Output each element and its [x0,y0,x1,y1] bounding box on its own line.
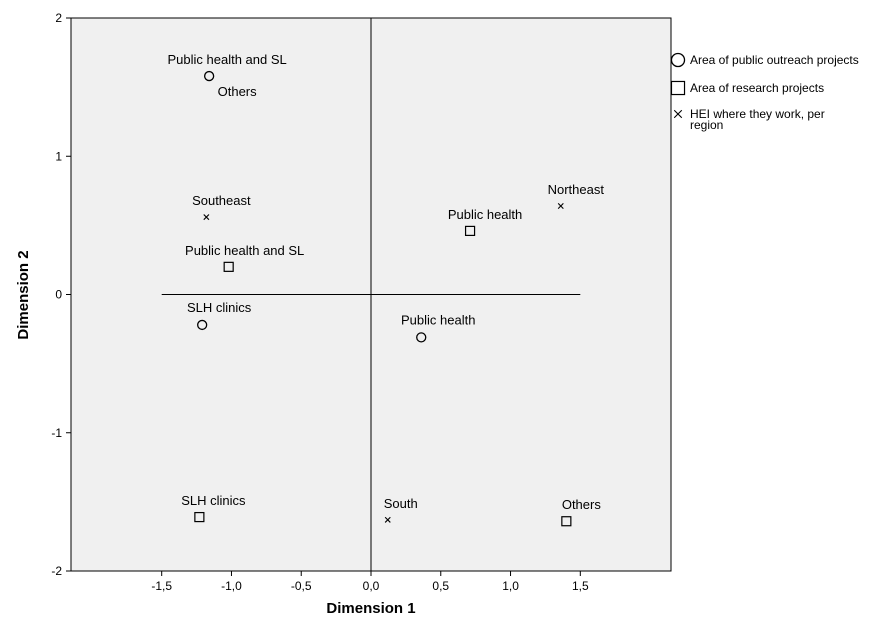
legend-item: Area of research projects [670,80,824,96]
series-group: Public health Public health and SL SLH cli… [181,207,602,527]
point-label: Public health and SL [185,243,304,258]
x-marker [384,516,391,523]
x-tick-label: 1,0 [502,579,519,593]
point-label: SLH clinics [181,493,246,508]
x-tick-label: -1,5 [151,579,172,593]
point-label: South [384,496,418,511]
x-tick-label: -1,0 [221,579,242,593]
y-axis-ticks: -2 -1 0 1 2 [51,11,71,578]
legend-label: Area of public outreach projects [690,53,859,67]
x-axis-title: Dimension 1 [326,600,415,617]
circle-marker [670,52,686,68]
y-tick-label: -2 [51,564,62,578]
legend-item: Area of public outreach projects [670,52,859,68]
legend: Area of public outreach projects Area of … [670,52,859,132]
x-marker [557,203,564,210]
point-label: Others [562,497,602,512]
square-marker [464,225,476,237]
square-marker [194,511,205,523]
y-tick-label: 1 [55,149,62,163]
x-axis-ticks: -1,5 -1,0 -0,5 0,0 0,5 1,0 1,5 [151,571,589,593]
y-tick-label: 0 [55,288,62,302]
legend-label: HEI where they work, per [690,107,825,121]
x-tick-label: 1,5 [572,579,589,593]
point-label: Public health [448,207,522,222]
point-label: SLH clinics [187,300,252,315]
point-label: Northeast [548,182,605,197]
legend-label: region [690,118,723,132]
x-marker [673,109,683,119]
series-group: Public health and SL Others SLH clinics Pub… [168,52,475,343]
circle-marker [197,319,208,331]
y-tick-label: -1 [51,426,62,440]
legend-label: Area of research projects [690,81,824,95]
reference-lines [161,18,581,571]
series-group: Southeast Northeast South [192,182,605,523]
x-tick-label: 0,0 [363,579,380,593]
y-axis-title: Dimension 2 [15,250,32,339]
y-tick-label: 2 [55,11,62,25]
point-label: Public health [401,312,475,327]
x-tick-label: -0,5 [291,579,312,593]
circle-marker [203,70,215,82]
square-marker [670,80,686,96]
point-label: Public health and SL [168,52,287,67]
square-marker [223,261,234,272]
point-label: Others [218,84,258,99]
square-marker [561,516,572,527]
point-label: Southeast [192,193,251,208]
x-tick-label: 0,5 [432,579,449,593]
x-marker [203,214,210,221]
circle-marker [416,332,427,343]
